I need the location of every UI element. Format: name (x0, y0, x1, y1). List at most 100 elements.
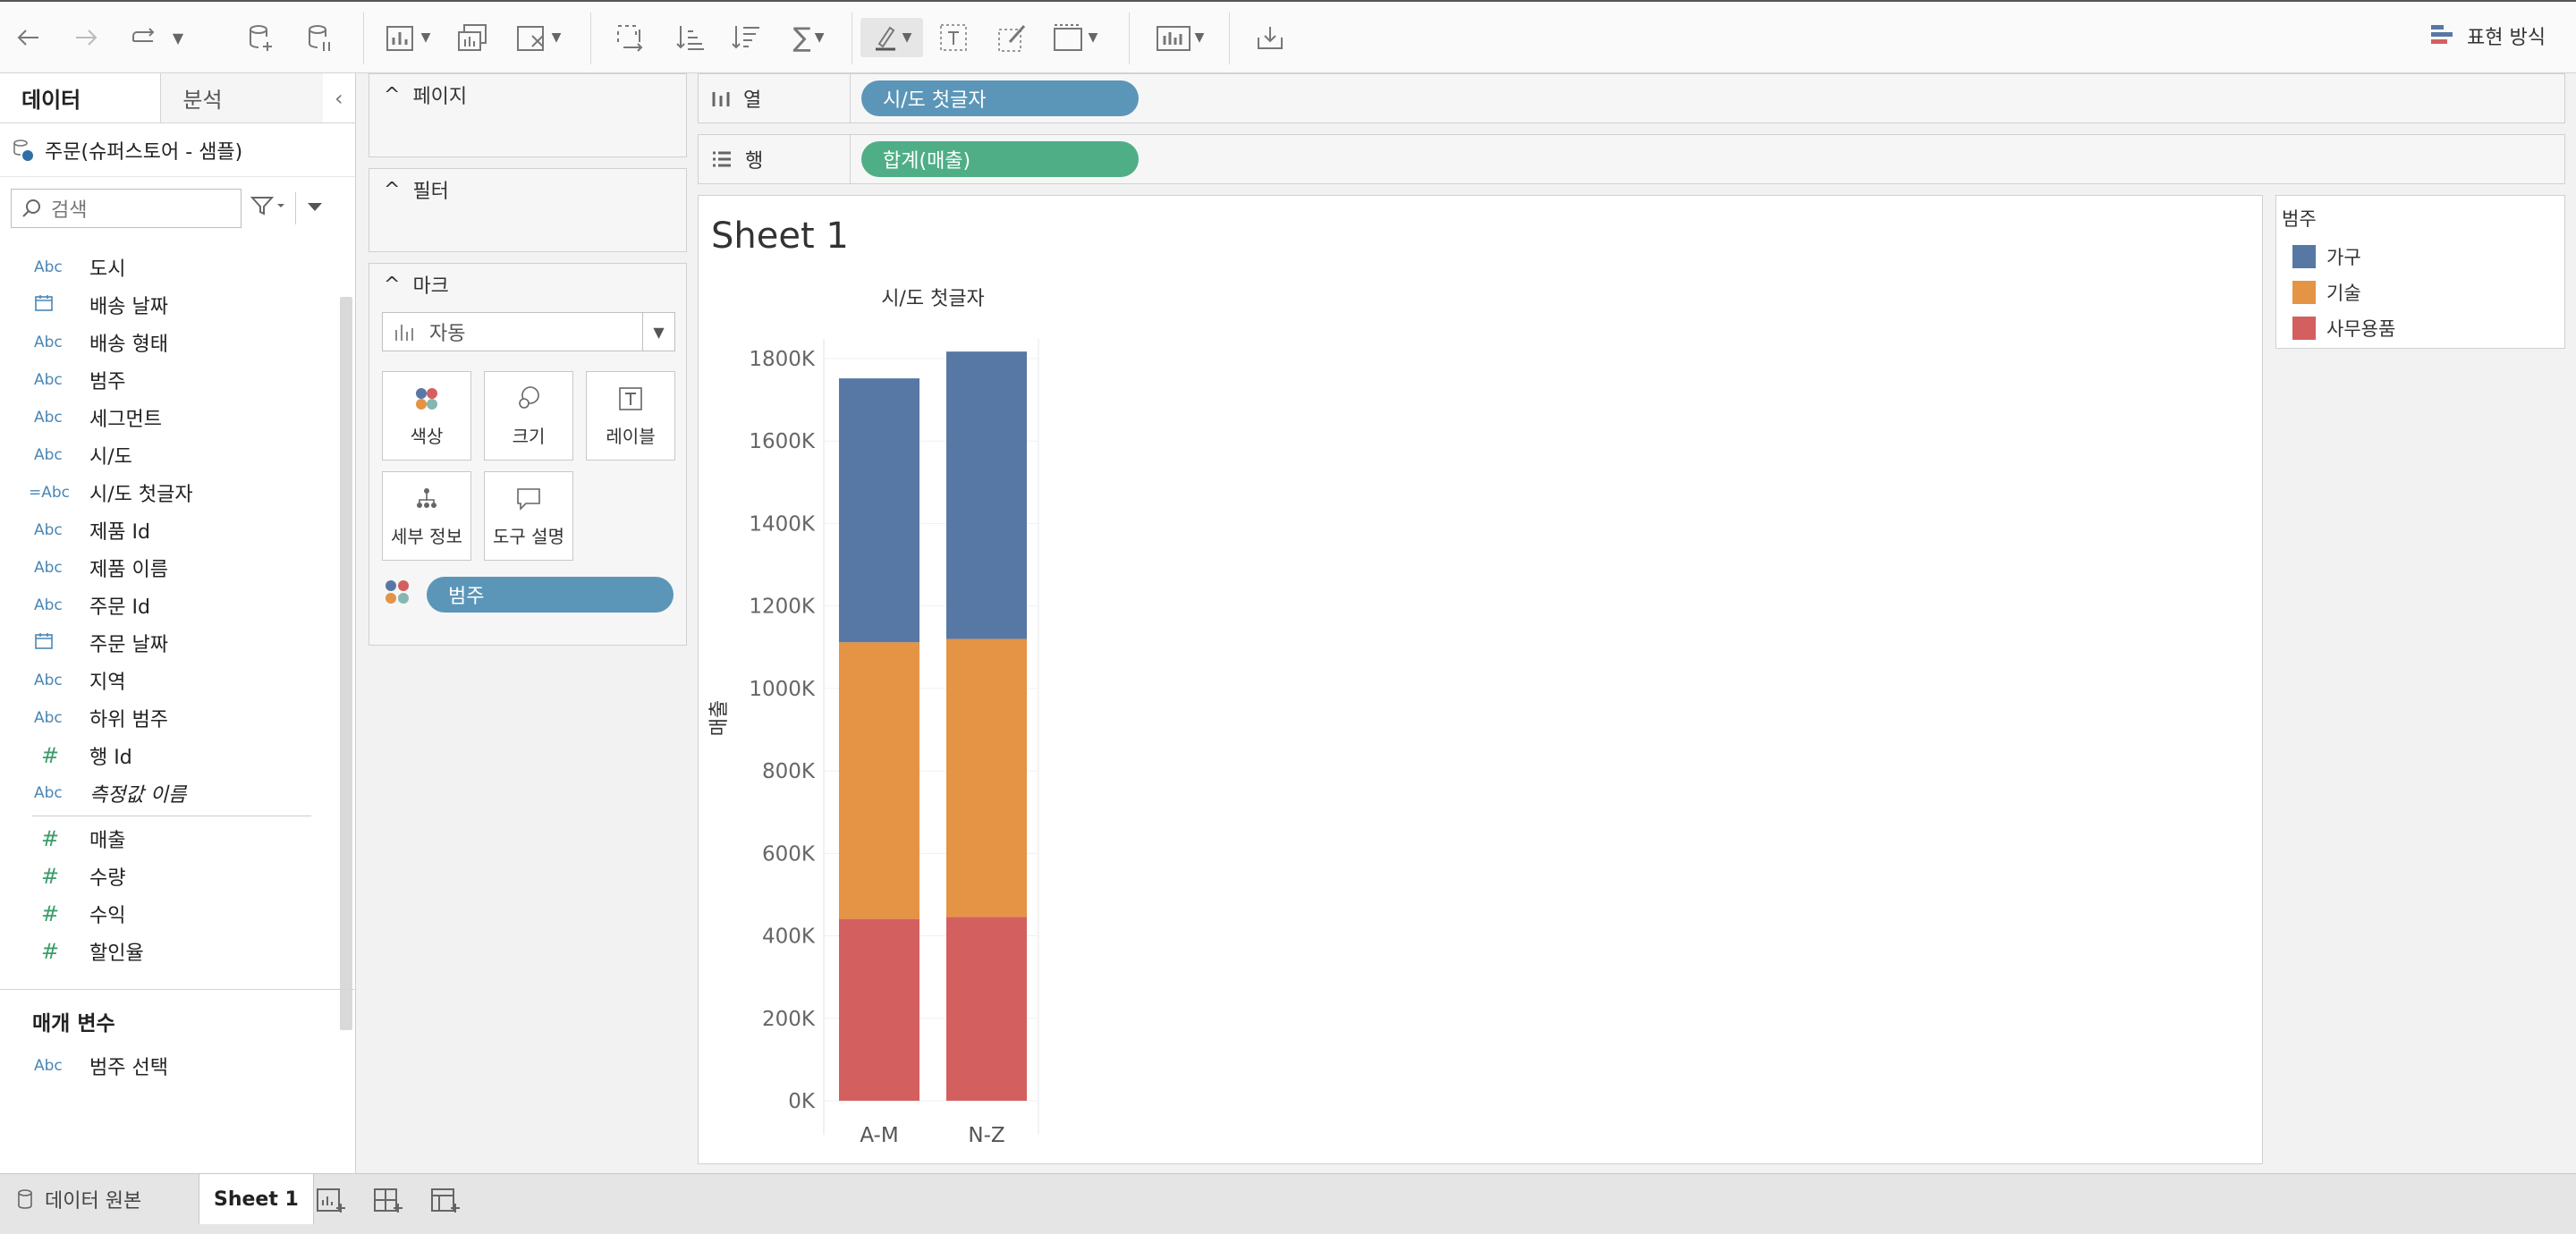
legend-item[interactable]: 기술 (2282, 275, 2559, 310)
field-item[interactable]: =Abc 시/도 첫글자 (0, 474, 338, 511)
data-pane-menu-icon[interactable] (305, 199, 325, 217)
size-icon (515, 385, 542, 413)
pages-card[interactable]: ^ 페이지 (369, 73, 687, 157)
presentation-mode-icon[interactable]: ▼ (1150, 18, 1209, 57)
x-tick-label: A-M (860, 1124, 898, 1147)
new-worksheet-tab-icon[interactable] (313, 1183, 349, 1219)
new-dashboard-tab-icon[interactable] (370, 1183, 406, 1219)
column-header: 시/도 첫글자 (881, 288, 985, 310)
label-button[interactable]: 레이블 (586, 371, 675, 461)
field-item[interactable]: # 수량 (0, 858, 338, 895)
bar-segment[interactable] (839, 642, 919, 919)
datasource-tab[interactable]: 데이터 원본 (16, 1174, 141, 1224)
redo-icon[interactable] (70, 18, 102, 57)
duplicate-sheet-icon[interactable] (454, 18, 490, 57)
new-datasource-icon[interactable] (243, 18, 279, 57)
replay-icon[interactable]: ▼ (123, 18, 188, 57)
calculated-string-icon: =Abc (29, 484, 71, 502)
show-mark-labels-icon[interactable] (936, 18, 971, 57)
worksheet-view: Sheet 1 0K 200K 400K 600K 800K 1000K 1200K 1400… (698, 195, 2263, 1164)
fit-icon[interactable]: ▼ (1048, 18, 1102, 57)
size-label: 크기 (512, 425, 546, 447)
field-list-scrollbar[interactable] (340, 297, 352, 1030)
legend-label: 가구 (2326, 247, 2361, 268)
sheet-tab[interactable]: Sheet 1 (199, 1174, 314, 1224)
field-item[interactable]: Abc 하위 범주 (0, 699, 338, 737)
field-item[interactable]: Abc 배송 형태 (0, 324, 338, 361)
new-worksheet-icon[interactable]: ▼ (383, 18, 433, 57)
field-item[interactable]: Abc 범주 (0, 361, 338, 399)
field-item[interactable]: 주문 날짜 (0, 624, 338, 662)
field-item[interactable]: Abc 제품 Id (0, 511, 338, 549)
field-item[interactable]: # 수익 (0, 895, 338, 933)
chevron-down-icon[interactable]: ▼ (642, 313, 674, 351)
color-legend: 범주 가구 기술 사무용품 (2275, 195, 2565, 349)
filters-card[interactable]: ^ 필터 (369, 168, 687, 252)
collapse-caret-icon[interactable]: ^ (384, 273, 401, 296)
tooltip-button[interactable]: 도구 설명 (484, 471, 573, 561)
bar-segment[interactable] (946, 351, 1027, 639)
legend-item[interactable]: 가구 (2282, 239, 2559, 275)
field-item[interactable]: Abc 주문 Id (0, 587, 338, 624)
show-me-button[interactable]: 표현 방식 (2429, 21, 2546, 50)
sheet-title[interactable]: Sheet 1 (711, 216, 849, 257)
field-name: 시/도 (89, 446, 132, 469)
bar-segment[interactable] (946, 917, 1027, 1101)
columns-shelf-label: 열 (699, 74, 851, 123)
field-item[interactable]: # 행 Id (0, 737, 338, 774)
columns-pill[interactable]: 시/도 첫글자 (861, 80, 1139, 116)
share-icon[interactable] (1252, 18, 1288, 57)
field-item[interactable]: 배송 날짜 (0, 286, 338, 324)
size-button[interactable]: 크기 (484, 371, 573, 461)
field-item[interactable]: # 매출 (0, 820, 338, 858)
bar-segment[interactable] (839, 378, 919, 643)
number-type-icon: # (41, 864, 60, 889)
string-type-icon: Abc (34, 559, 63, 577)
collapse-caret-icon[interactable]: ^ (384, 83, 401, 106)
number-type-icon: # (41, 901, 60, 926)
mark-type-dropdown[interactable]: 자동 ▼ (382, 312, 675, 351)
field-item[interactable]: Abc 시/도 (0, 436, 338, 474)
new-story-tab-icon[interactable] (428, 1183, 463, 1219)
number-type-icon: # (41, 939, 60, 964)
field-name: 하위 범주 (89, 709, 168, 731)
string-type-icon: Abc (34, 672, 63, 689)
highlight-icon[interactable]: ▼ (860, 18, 923, 57)
sort-descending-icon[interactable] (728, 18, 764, 57)
rows-shelf[interactable]: 행 합계(매출) (698, 134, 2565, 184)
rows-pill[interactable]: 합계(매출) (861, 141, 1139, 177)
bar-segment[interactable] (839, 918, 919, 1101)
field-item[interactable]: Abc 세그먼트 (0, 399, 338, 436)
pause-updates-icon[interactable] (302, 18, 338, 57)
field-item[interactable]: Abc 측정값 이름 (0, 774, 338, 812)
color-button[interactable]: 색상 (382, 371, 471, 461)
search-input[interactable]: 검색 (11, 189, 242, 228)
columns-shelf[interactable]: 열 시/도 첫글자 (698, 73, 2565, 123)
field-item[interactable]: Abc 제품 이름 (0, 549, 338, 587)
sheet-tabs-bar: 데이터 원본 Sheet 1 (0, 1173, 2576, 1234)
format-workbook-icon[interactable] (995, 18, 1030, 57)
field-item[interactable]: Abc 도시 (0, 249, 338, 286)
datasource-item[interactable]: 주문(슈퍼스토어 - 샘플) (0, 123, 355, 177)
bar-segment[interactable] (946, 638, 1027, 917)
field-name: 제품 Id (89, 521, 150, 544)
color-category-pill[interactable]: 범주 (427, 577, 674, 613)
tab-data[interactable]: 데이터 (0, 73, 162, 123)
filter-fields-icon[interactable] (250, 195, 286, 222)
data-pane-tabs: 데이터 분석 ‹ (0, 73, 355, 123)
field-item[interactable]: Abc 지역 (0, 662, 338, 699)
sort-ascending-icon[interactable] (673, 18, 708, 57)
tab-analytics[interactable]: 분석 (161, 73, 323, 123)
clear-sheet-icon[interactable]: ▼ (512, 18, 565, 57)
collapse-pane-icon[interactable]: ‹ (335, 85, 343, 111)
swap-rows-columns-icon[interactable] (612, 18, 648, 57)
filters-title: 필터 (412, 181, 449, 203)
detail-button[interactable]: 세부 정보 (382, 471, 471, 561)
totals-icon[interactable]: ∑ ▼ (792, 21, 825, 54)
parameter-item[interactable]: Abc 범주 선택 (0, 1047, 356, 1085)
undo-icon[interactable] (13, 18, 45, 57)
collapse-caret-icon[interactable]: ^ (384, 178, 401, 201)
field-item[interactable]: # 할인율 (0, 933, 338, 969)
date-type-icon (0, 294, 89, 317)
legend-item[interactable]: 사무용품 (2282, 310, 2559, 346)
